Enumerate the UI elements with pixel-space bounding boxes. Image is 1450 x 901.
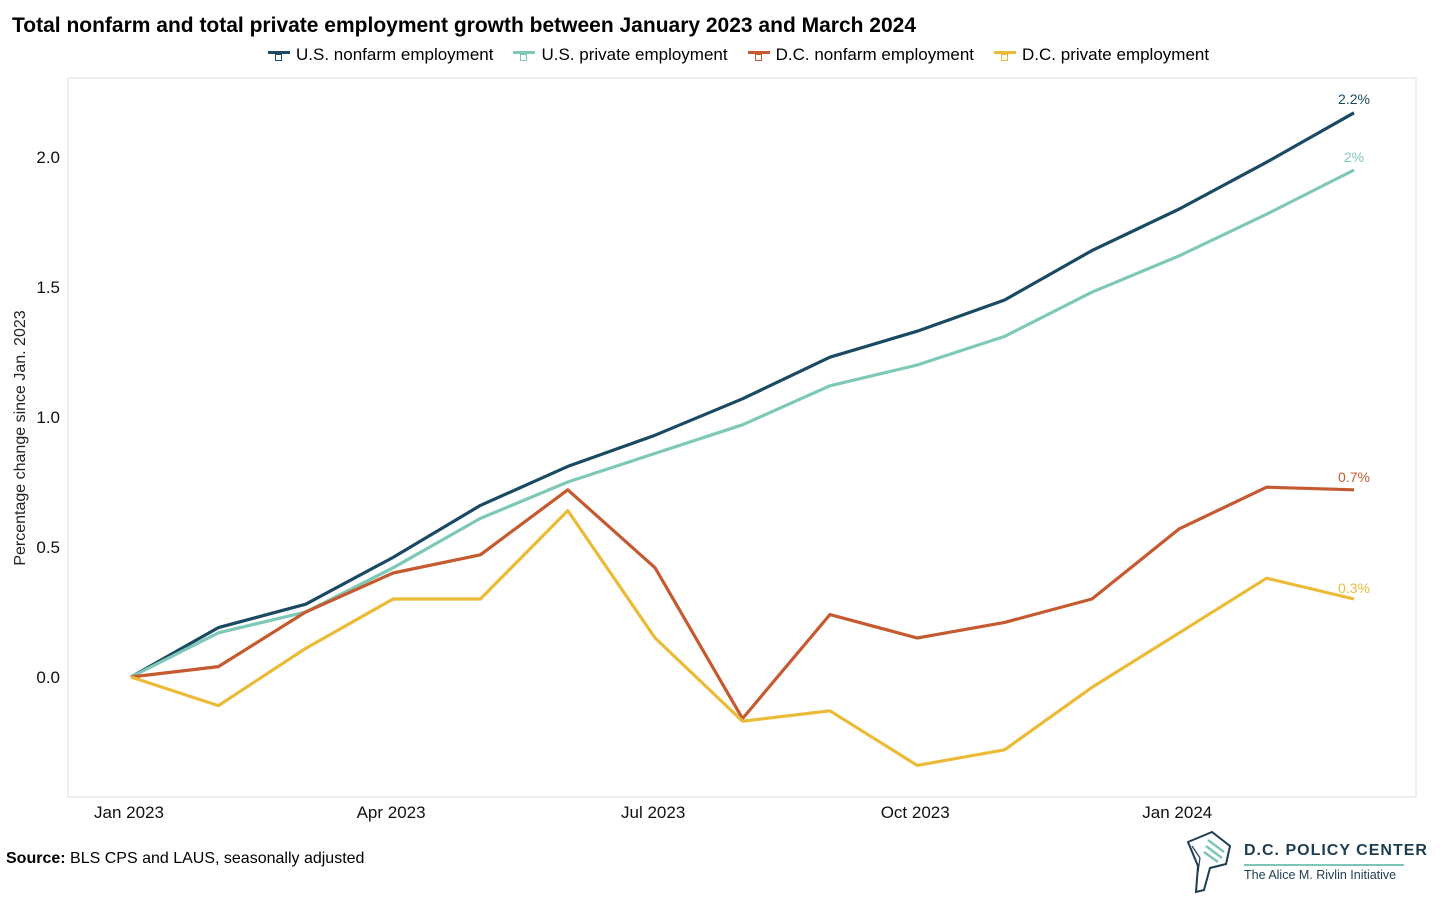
- series-lines: [130, 111, 1355, 768]
- plot-frame: [67, 77, 1417, 798]
- chart-title: Total nonfarm and total private employme…: [12, 14, 917, 37]
- series-end-labels: 2.2% 2% 0.7% 0.3%: [1338, 91, 1370, 596]
- legend-key-us-nonfarm: [268, 49, 290, 61]
- dc-policy-center-logo: D.C. POLICY CENTER The Alice M. Rivlin I…: [1182, 828, 1427, 896]
- legend-key-dc-private: [994, 49, 1017, 61]
- end-label-dc-nonfarm: 0.7%: [1338, 469, 1370, 485]
- y-tick-label: 2.0: [36, 148, 60, 167]
- logo-name: D.C. POLICY CENTER: [1244, 842, 1428, 859]
- series-line-dc-nonfarm: [130, 485, 1355, 721]
- x-axis-ticks: Jan 2023 Apr 2023 Jul 2023 Oct 2023 Jan 2024: [94, 803, 1212, 822]
- x-tick-label: Oct 2023: [881, 803, 950, 822]
- x-tick-label: Jul 2023: [621, 803, 685, 822]
- logo-rule: [1244, 864, 1404, 866]
- y-axis-label: Percentage change since Jan. 2023: [12, 310, 29, 565]
- end-label-dc-private: 0.3%: [1338, 580, 1370, 596]
- end-label-us-private: 2%: [1344, 149, 1364, 165]
- logo-subtitle: The Alice M. Rivlin Initiative: [1244, 868, 1397, 882]
- legend-label-dc-nonfarm: D.C. nonfarm employment: [775, 45, 975, 64]
- source-note: Source: BLS CPS and LAUS, seasonally adj…: [6, 850, 364, 868]
- legend-key-dc-nonfarm: [747, 49, 770, 61]
- legend-item-us-private: U.S. private employment: [513, 45, 728, 65]
- end-label-us-nonfarm: 2.2%: [1338, 91, 1370, 107]
- source-label: Source:: [6, 850, 66, 867]
- legend-item-us-nonfarm: U.S. nonfarm employment: [268, 45, 493, 65]
- y-tick-label: 1.0: [36, 408, 60, 427]
- x-tick-label: Jan 2024: [1142, 803, 1212, 822]
- dc-map-icon: [1186, 830, 1232, 894]
- legend-item-dc-private: D.C. private employment: [994, 45, 1209, 65]
- series-line-dc-private: [130, 509, 1355, 768]
- source-text: BLS CPS and LAUS, seasonally adjusted: [70, 850, 365, 867]
- x-tick-label: Apr 2023: [357, 803, 426, 822]
- x-tick-label: Jan 2023: [94, 803, 164, 822]
- series-line-us-nonfarm: [130, 111, 1355, 679]
- legend-label-us-nonfarm: U.S. nonfarm employment: [296, 45, 494, 64]
- y-axis-ticks: 0.0 0.5 1.0 1.5 2.0: [36, 148, 60, 687]
- y-tick-label: 0.5: [36, 538, 60, 557]
- y-tick-label: 0.0: [36, 668, 60, 687]
- chart-legend: U.S. nonfarm employment U.S. private emp…: [268, 45, 1209, 65]
- legend-label-dc-private: D.C. private employment: [1022, 45, 1210, 64]
- legend-key-us-private: [513, 49, 536, 61]
- legend-item-dc-nonfarm: D.C. nonfarm employment: [747, 45, 975, 65]
- y-tick-label: 1.5: [36, 278, 60, 297]
- legend-label-us-private: U.S. private employment: [541, 45, 728, 64]
